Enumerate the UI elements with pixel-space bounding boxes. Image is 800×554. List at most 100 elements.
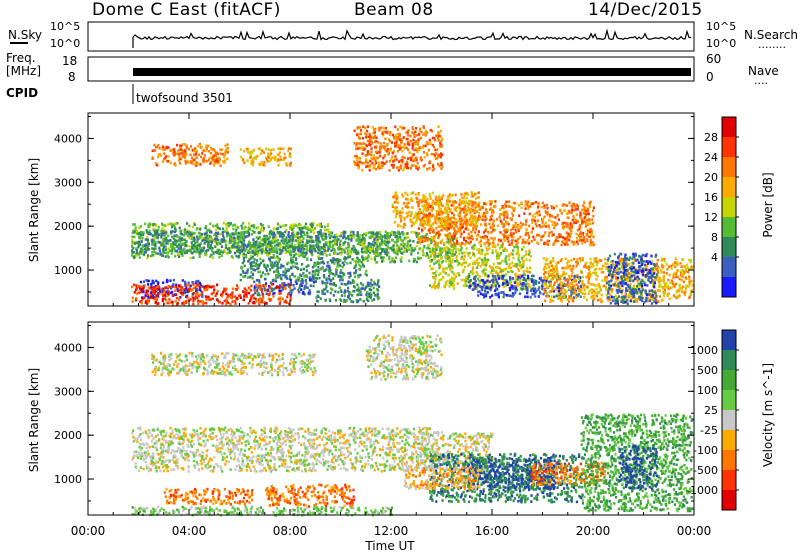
power-data-cell [162,232,165,236]
power-data-cell [206,237,210,240]
power-data-cell [498,262,501,265]
power-data-cell [568,238,571,242]
power-data-cell [451,276,454,279]
power-data-cell [446,203,449,206]
power-data-cell [571,205,574,209]
power-data-cell [306,241,309,244]
power-data-cell [517,269,521,273]
power-data-cell [327,240,330,244]
power-data-cell [481,279,485,282]
power-data-cell [401,242,404,246]
power-data-cell [450,249,453,252]
power-data-cell [436,259,439,263]
power-data-cell [654,277,658,281]
power-data-cell [480,278,483,282]
power-data-cell [367,299,370,303]
power-data-cell [544,299,547,303]
power-data-cell [142,233,145,236]
power-data-cell [300,248,303,251]
power-data-cell [559,295,562,299]
power-data-cell [306,231,309,234]
power-data-cell [410,230,413,234]
power-data-cell [651,298,654,301]
power-data-cell [232,239,235,242]
power-data-cell [604,278,607,282]
power-data-cell [530,280,534,283]
power-data-cell [427,202,430,205]
power-data-cell [478,275,481,278]
power-data-cell [234,239,237,243]
power-data-cell [560,288,563,292]
power-data-cell [567,295,571,298]
power-data-cell [300,235,303,238]
power-data-cell [175,249,178,253]
power-data-cell [152,223,155,226]
power-data-cell [218,255,221,259]
power-data-cell [457,228,460,232]
power-data-cell [348,249,351,253]
power-data-cell [372,291,375,295]
power-data-cell [233,236,236,240]
power-data-cell [386,232,389,235]
power-data-cell [147,248,150,251]
power-data-cell [301,281,304,284]
power-data-cell [240,241,243,244]
power-data-cell [586,285,589,288]
power-data-cell [637,271,640,275]
power-data-cell [467,254,470,257]
power-data-cell [421,252,424,255]
power-data-cell [333,249,336,252]
power-data-cell [197,231,200,235]
power-data-cell [367,250,370,253]
power-data-cell [473,225,476,229]
power-data-cell [628,276,631,279]
power-data-cell [549,280,552,283]
power-data-cell [201,237,204,240]
power-data-cell [179,232,182,235]
power-data-cell [432,283,435,287]
power-data-cell [634,291,637,294]
power-data-cell [237,250,240,254]
power-data-cell [334,243,337,247]
power-data-cell [195,250,198,254]
power-data-cell [435,248,438,251]
power-data-cell [462,236,466,240]
power-data-cell [505,255,508,258]
power-data-cell [239,249,242,252]
power-data-cell [491,251,494,255]
power-data-cell [262,229,265,233]
power-data-cell [147,223,150,226]
power-data-cell [550,289,553,293]
power-data-cell [288,277,291,281]
power-data-cell [354,265,357,268]
power-data-cell [469,279,472,282]
power-data-cell [662,278,665,282]
power-data-cell [162,237,166,241]
power-data-cell [447,273,450,277]
power-data-cell [635,300,639,303]
power-data-cell [369,291,372,295]
power-data-cell [162,231,165,234]
power-data-cell [270,287,273,290]
power-data-cell [540,279,543,282]
power-data-cell [144,250,147,254]
power-data-cell [548,274,551,278]
power-data-cell [221,240,224,243]
power-data-cell [249,228,252,231]
power-data-cell [600,293,603,297]
power-data-cell [516,245,519,248]
power-data-cell [656,273,659,276]
power-data-cell [645,296,648,300]
power-data-cell [288,235,291,239]
power-data-cell [434,285,437,288]
power-data-cell [263,238,266,241]
power-data-cell [463,251,466,254]
power-data-cell [343,235,346,238]
power-data-cell [542,292,545,296]
power-data-cell [642,269,645,273]
power-data-cell [253,285,257,288]
power-data-cell [210,253,213,257]
power-data-cell [296,234,299,237]
power-data-cell [343,257,346,260]
